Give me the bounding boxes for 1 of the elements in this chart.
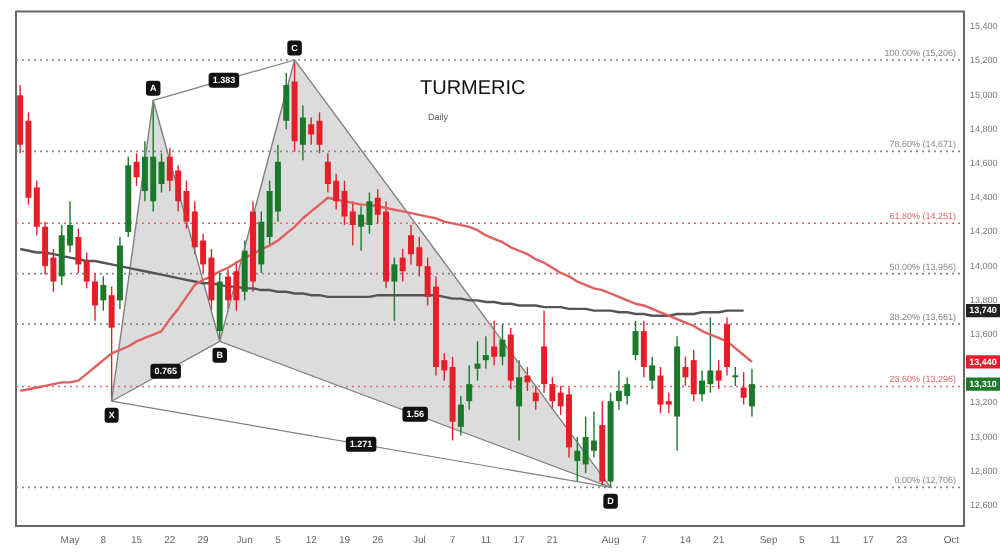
text: TURMERIC <box>420 78 526 100</box>
